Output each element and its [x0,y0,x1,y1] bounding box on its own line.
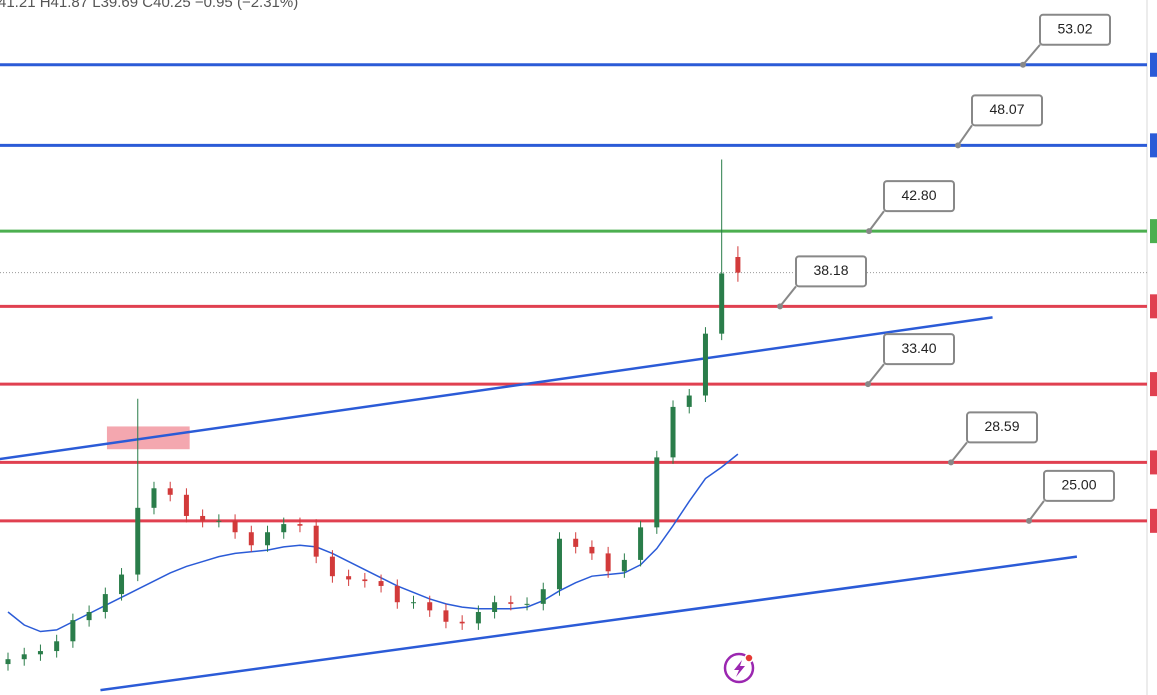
candle-body [54,641,60,652]
callout-box [883,180,955,213]
candle-body [508,602,514,604]
candle-body [232,520,238,533]
level-edge-marker [1150,52,1157,77]
candle-body [394,585,400,603]
callout-box [1043,469,1115,502]
candle-body [443,610,449,622]
candle-body [86,611,92,621]
candle-body [167,488,173,495]
candle-body [459,621,465,624]
level-edge-marker [1150,372,1157,397]
callout-box [883,333,955,366]
callout-pointer [868,210,885,232]
callout-pointer [950,441,968,464]
callout-anchor [1020,61,1026,68]
level-label: 53.02 [1057,20,1092,36]
candle-body [735,257,741,273]
callout-pointer [1028,500,1045,522]
callout-pointer [779,285,797,307]
candle-body [556,538,562,590]
level-label: 42.80 [901,187,936,203]
callout-box [795,255,867,288]
callout-pointer [957,124,973,146]
candle-body [702,333,708,396]
candle-body [605,553,611,572]
candle-body [492,602,498,612]
candle-body [378,581,384,586]
trendline [0,316,993,461]
ohlc-header: 41.21 H41.87 L39.69 C40.25 −0.95 (−2.31%… [0,0,298,11]
candle-body [200,515,206,521]
candle-body [475,611,481,624]
candle-body [281,524,287,533]
callout-anchor [777,303,783,310]
candle-body [686,395,692,407]
callout-anchor [955,142,961,149]
candle-body [573,538,579,547]
level-label: 33.40 [901,340,936,356]
candle-body [329,556,335,577]
callout-box [966,411,1038,444]
candle-body [589,546,595,554]
candle-body [5,659,11,665]
candle-body [346,576,352,580]
candle-body [540,589,546,604]
candle-body [216,520,222,522]
candle-body [135,507,141,575]
level-edge-marker [1150,508,1157,533]
candle-body [297,524,303,526]
candle-body [151,488,157,508]
level-edge-marker [1150,133,1157,158]
candle-body [411,602,416,604]
candle-body [638,527,644,560]
level-label: 28.59 [984,418,1019,434]
lightning-icon [723,652,755,684]
candle-body [654,457,660,528]
candle-body [427,602,433,611]
marks: 53.02 48.07 42.80 38.18 33.40 28.59 25.00 [0,13,1157,692]
candle-body [21,654,27,660]
level-label: 38.18 [813,262,848,278]
candle-body [70,620,76,642]
level-label: 25.00 [1061,477,1096,493]
callout-anchor [865,381,871,388]
candle-body [265,532,271,546]
candle-body [313,525,319,557]
candle-body [119,574,125,595]
level-edge-marker [1150,294,1157,319]
callout-box [1039,13,1111,46]
candle-body [248,532,254,546]
callout-anchor [1026,517,1032,524]
trendline [100,555,1078,692]
callout-anchor [948,459,954,466]
callout-pointer [867,363,885,385]
candle-body [670,406,676,458]
level-edge-marker [1150,450,1157,475]
candle-body [183,494,189,516]
callout-anchor [866,228,872,235]
candle-body [37,651,43,655]
candle-body [362,579,368,582]
candle-body [102,594,108,612]
level-edge-marker [1150,219,1157,244]
candle-body [719,273,725,334]
moving-average [7,453,739,633]
candle-body [621,559,627,572]
candle-body [524,603,530,605]
level-label: 48.07 [989,101,1024,117]
callout-box [971,94,1043,127]
callout-pointer [1022,44,1041,66]
